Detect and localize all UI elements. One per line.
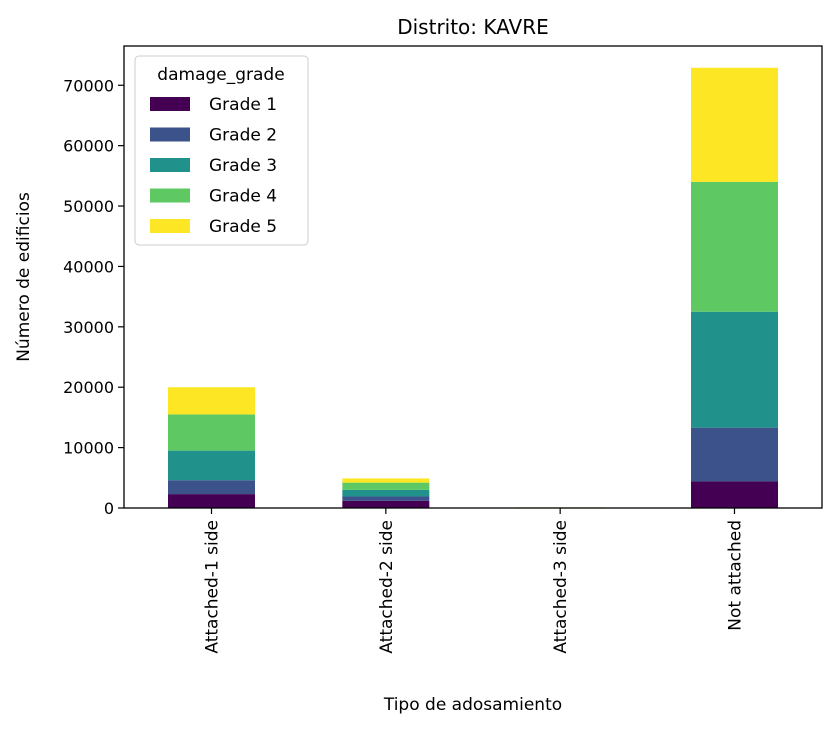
legend-label: Grade 2 — [209, 126, 277, 146]
bar-segment — [342, 496, 430, 501]
bar-segment — [691, 67, 778, 182]
bar-segment — [691, 427, 778, 482]
plot-frame — [123, 45, 823, 509]
legend-title: damage_grade — [157, 65, 284, 85]
bar-segment — [342, 489, 430, 497]
legend-swatch — [150, 127, 190, 142]
bar-segment — [342, 482, 430, 490]
chart-title: Distrito: KAVRE — [397, 15, 549, 39]
x-axis-label: Tipo de adosamiento — [383, 695, 562, 715]
bar-segment — [342, 478, 430, 483]
y-tick-label: 70000 — [63, 76, 114, 95]
y-tick-label: 0 — [104, 499, 114, 518]
y-tick-label: 10000 — [63, 439, 114, 458]
bar-segment — [168, 414, 255, 451]
legend-swatch — [150, 97, 190, 111]
bar-segment — [168, 450, 255, 481]
y-tick-label: 20000 — [63, 378, 114, 397]
x-tick-label: Attached-1 side — [203, 520, 223, 654]
x-tick-label: Attached-3 side — [551, 520, 571, 654]
bar-segment — [168, 494, 255, 508]
x-axis: Attached-1 side Attached-2 side Attached-3… — [203, 508, 746, 654]
y-axis-label: Número de edificios — [14, 192, 34, 362]
legend-label: Grade 3 — [209, 156, 277, 176]
y-tick-label: 60000 — [63, 137, 114, 156]
legend-swatch — [150, 219, 190, 233]
bar-segment — [342, 500, 430, 508]
x-tick-label: Not attached — [726, 520, 746, 631]
bars-layer — [168, 67, 778, 508]
y-tick-label: 40000 — [63, 257, 114, 276]
legend-label: Grade 5 — [209, 217, 277, 237]
bar-segment — [691, 311, 778, 428]
legend-label: Grade 4 — [209, 187, 277, 207]
legend-swatch — [150, 158, 190, 172]
y-axis: 0 10000 20000 30000 40000 50000 60000 70000 — [63, 76, 124, 518]
bar-segment — [691, 181, 778, 312]
legend: damage_grade Grade 1 Grade 2 Grade 3 Grade … — [134, 55, 309, 246]
legend-label: Grade 1 — [209, 95, 277, 115]
x-tick-label: Attached-2 side — [377, 520, 397, 654]
bar-segment — [168, 387, 255, 415]
legend-swatch — [150, 188, 190, 203]
bar-segment — [168, 480, 255, 495]
bar-segment — [691, 481, 778, 508]
y-tick-label: 30000 — [63, 318, 114, 337]
y-tick-label: 50000 — [63, 197, 114, 216]
